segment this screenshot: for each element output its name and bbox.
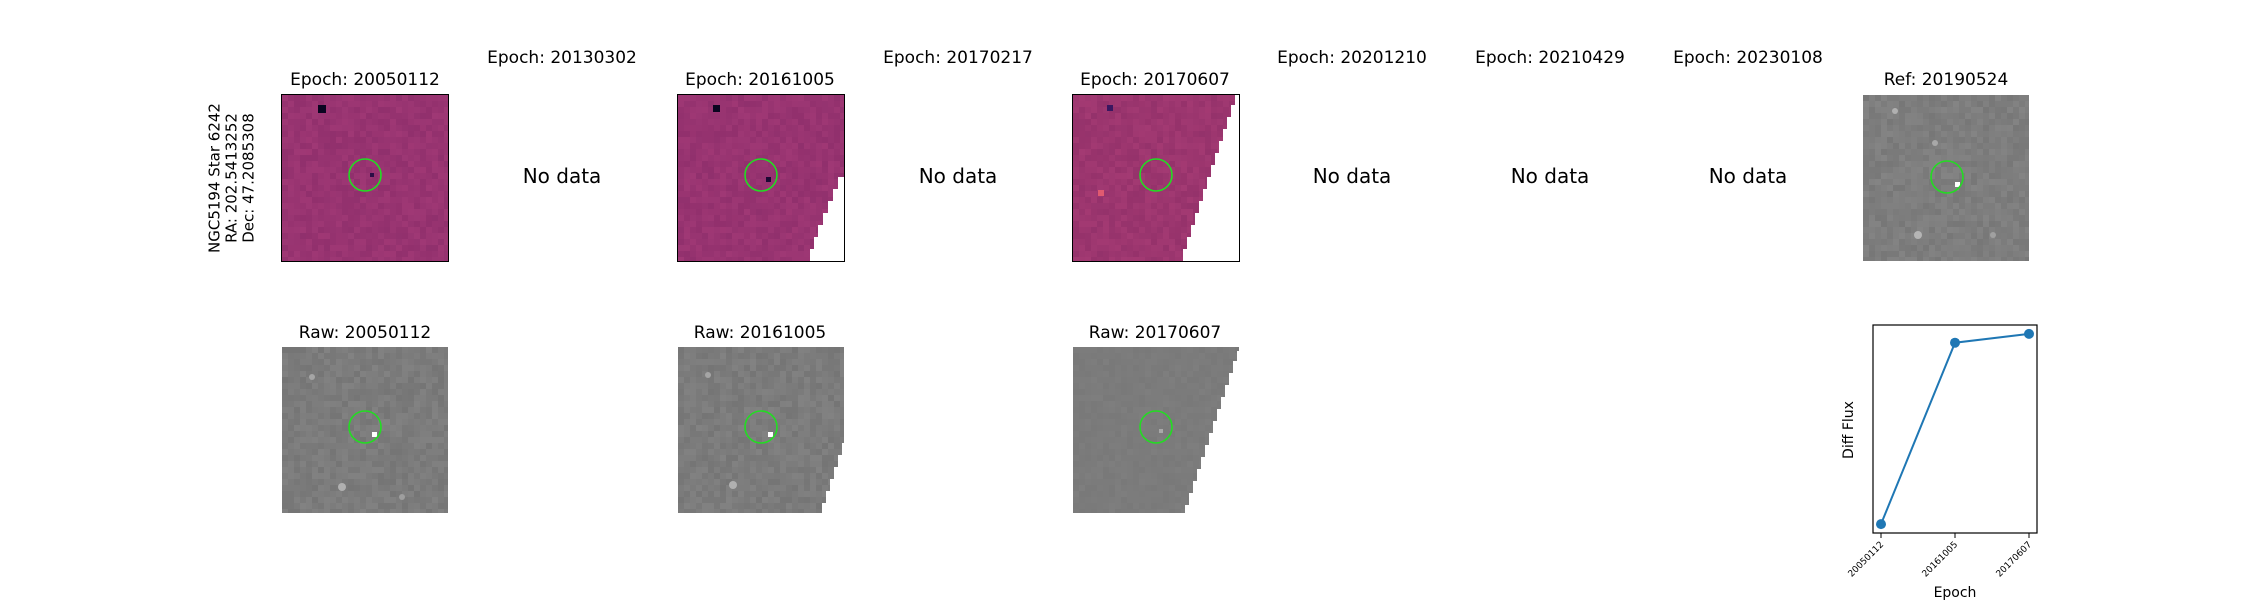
- aperture-circle-icon: [348, 410, 382, 444]
- epoch-title-6: Epoch: 20201210: [1277, 48, 1427, 68]
- aperture-circle-icon: [1139, 410, 1173, 444]
- aperture-circle-icon: [744, 410, 778, 444]
- ref-title: Ref: 20190524: [1883, 70, 2009, 90]
- no-data-label-2: No data: [522, 164, 602, 188]
- series-points: [1876, 328, 2034, 530]
- raw-image-20170607: [1073, 347, 1239, 513]
- aperture-circle-icon: [1930, 160, 1964, 194]
- epoch-title-4: Epoch: 20170217: [883, 48, 1033, 68]
- raw-image-20170607-svg: [1073, 347, 1239, 513]
- epoch-title-2: Epoch: 20130302: [487, 48, 637, 68]
- plot-frame: [1872, 324, 2038, 534]
- x-tick-label: 20170607: [1995, 540, 2034, 579]
- diff-image-20170607: [1072, 94, 1240, 262]
- aperture-circle-icon: [348, 158, 382, 192]
- aperture-circle-icon: [1139, 158, 1173, 192]
- diff-image-20161005-svg: [678, 95, 844, 261]
- series-polyline: [1880, 332, 2030, 525]
- x-tick-label: 20161005: [1921, 540, 1960, 579]
- no-data-label-6: No data: [1312, 164, 1392, 188]
- epoch-title-1: Epoch: 20050112: [290, 70, 440, 90]
- no-data-label-4: No data: [918, 164, 998, 188]
- no-data-label-7: No data: [1510, 164, 1590, 188]
- aperture-circle-icon: [744, 158, 778, 192]
- diff-image-20050112: [281, 94, 449, 262]
- x-axis-label: Epoch: [1934, 585, 1977, 600]
- x-ticks: 20050112 20161005 20170607: [1847, 533, 2034, 580]
- raw-title-1: Raw: 20050112: [298, 323, 432, 343]
- data-point: [2024, 328, 2034, 339]
- data-point: [1950, 337, 1960, 348]
- y-axis-label: Diff Flux: [1841, 401, 1857, 459]
- raw-image-20050112-svg: [282, 347, 448, 513]
- raw-image-20161005: [678, 347, 844, 513]
- diff-image-20161005: [677, 94, 845, 262]
- epoch-title-8: Epoch: 20230108: [1673, 48, 1823, 68]
- raw-image-20050112: [282, 347, 448, 513]
- raw-image-20161005-svg: [678, 347, 844, 513]
- series-line: [1880, 332, 2030, 525]
- raw-title-2: Raw: 20161005: [693, 323, 827, 343]
- ref-image-svg: [1863, 95, 2029, 261]
- ref-image-20190524: [1863, 95, 2029, 261]
- raw-title-3: Raw: 20170607: [1088, 323, 1222, 343]
- x-tick-label: 20050112: [1847, 540, 1886, 579]
- epoch-title-5: Epoch: 20170607: [1080, 70, 1230, 90]
- data-point: [1876, 519, 1886, 530]
- diff-image-20050112-svg: [282, 95, 448, 261]
- diff-image-20170607-svg: [1073, 95, 1239, 261]
- no-data-label-8: No data: [1708, 164, 1788, 188]
- epoch-title-3: Epoch: 20161005: [685, 70, 835, 90]
- epoch-title-7: Epoch: 20210429: [1475, 48, 1625, 68]
